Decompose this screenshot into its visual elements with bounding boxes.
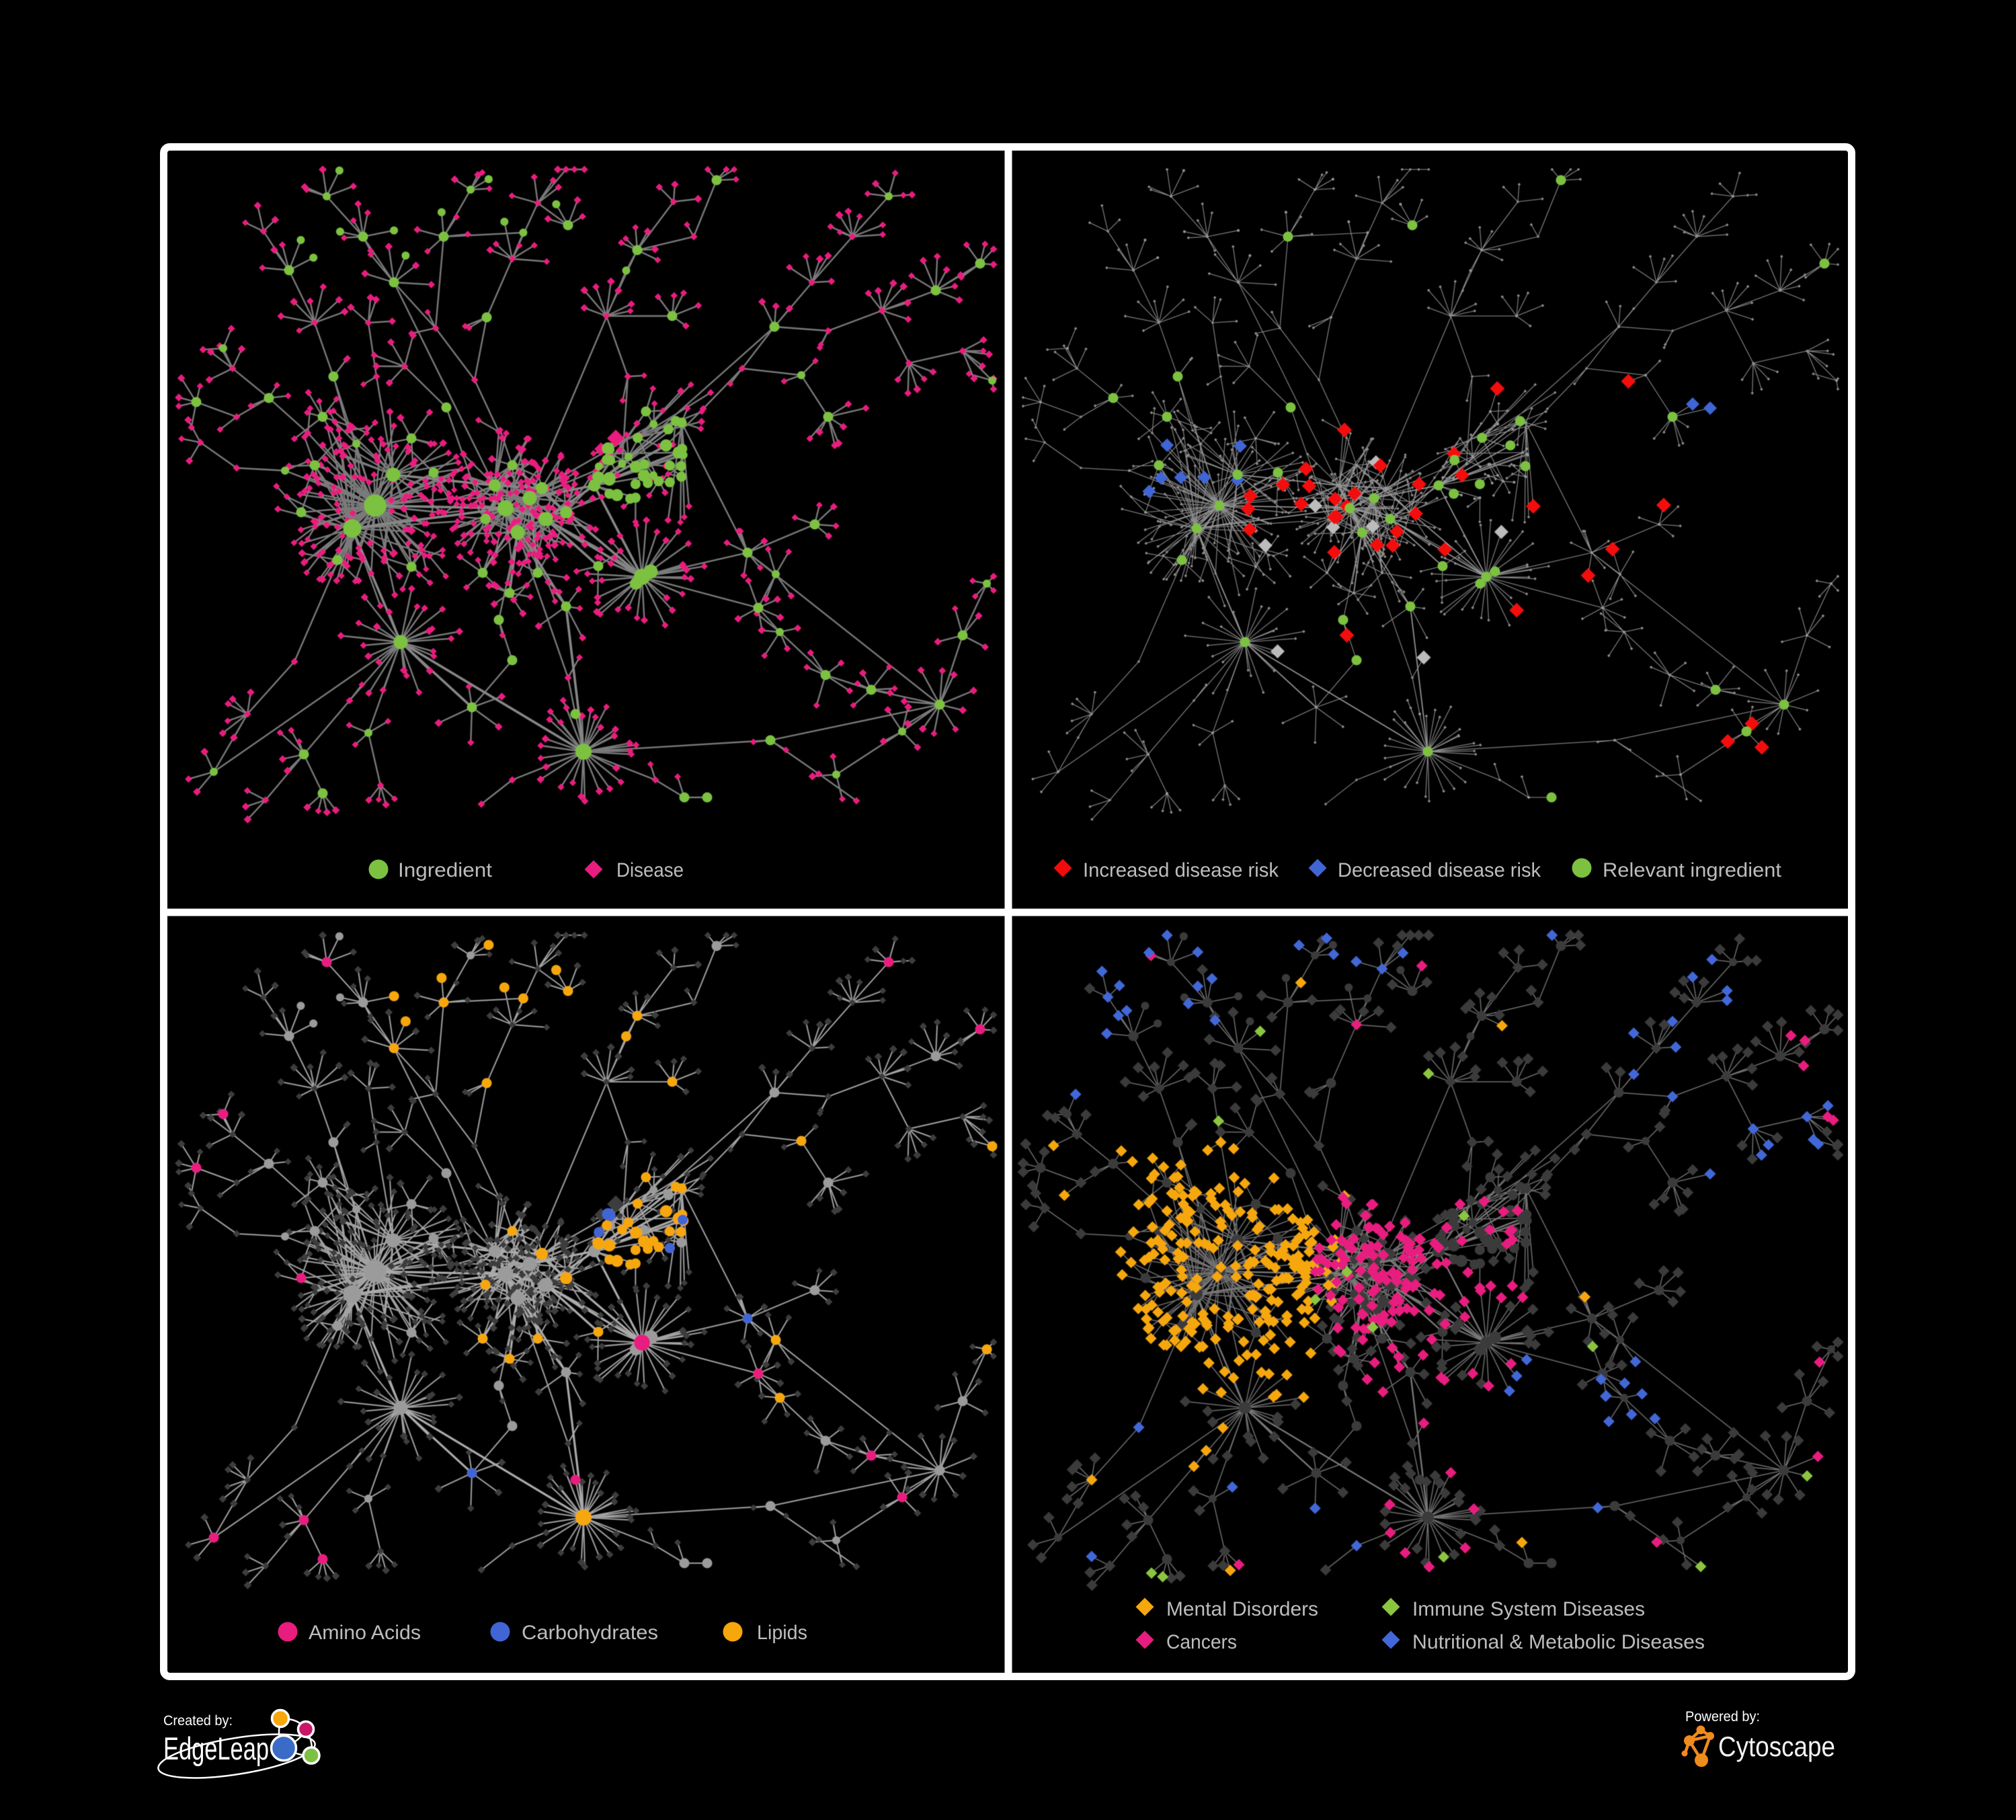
- svg-text:Relevant ingredient: Relevant ingredient: [1603, 859, 1782, 881]
- svg-text:Created by:: Created by:: [163, 1713, 233, 1729]
- svg-text:Carbohydrates: Carbohydrates: [522, 1622, 658, 1644]
- svg-text:Cancers: Cancers: [1166, 1631, 1237, 1653]
- svg-text:Cytoscape: Cytoscape: [1718, 1731, 1835, 1762]
- svg-text:Immune System Diseases: Immune System Diseases: [1412, 1598, 1645, 1620]
- svg-text:Disease: Disease: [616, 859, 684, 881]
- svg-text:Lipids: Lipids: [757, 1622, 807, 1644]
- svg-text:Amino Acids: Amino Acids: [309, 1622, 421, 1644]
- svg-text:Nutritional & Metabolic Diseas: Nutritional & Metabolic Diseases: [1412, 1631, 1705, 1653]
- svg-text:Ingredient: Ingredient: [398, 859, 493, 881]
- svg-text:Mental Disorders: Mental Disorders: [1166, 1598, 1318, 1620]
- svg-text:Powered by:: Powered by:: [1685, 1709, 1760, 1725]
- svg-text:Increased disease risk: Increased disease risk: [1083, 859, 1279, 881]
- svg-text:Decreased disease risk: Decreased disease risk: [1338, 859, 1541, 881]
